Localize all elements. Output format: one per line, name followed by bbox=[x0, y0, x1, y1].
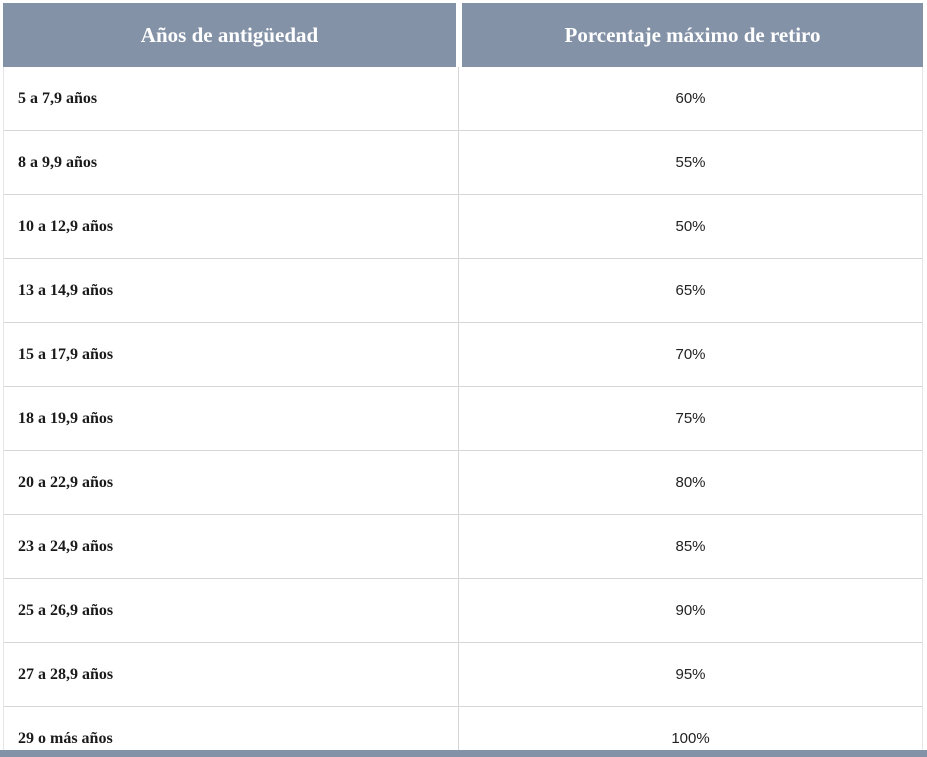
table-row: 8 a 9,9 años 55% bbox=[3, 131, 923, 195]
percentage-cell: 60% bbox=[459, 67, 923, 131]
years-cell: 29 o más años bbox=[3, 707, 459, 757]
table-row: 13 a 14,9 años 65% bbox=[3, 259, 923, 323]
table-header-row: Años de antigüedad Porcentaje máximo de … bbox=[3, 3, 923, 67]
retirement-table-container: Años de antigüedad Porcentaje máximo de … bbox=[3, 3, 923, 757]
retirement-percentage-table: Años de antigüedad Porcentaje máximo de … bbox=[3, 3, 923, 757]
table-row: 23 a 24,9 años 85% bbox=[3, 515, 923, 579]
years-cell: 15 a 17,9 años bbox=[3, 323, 459, 387]
bottom-accent-bar bbox=[0, 750, 927, 757]
percentage-cell: 100% bbox=[459, 707, 923, 757]
table-row: 20 a 22,9 años 80% bbox=[3, 451, 923, 515]
percentage-cell: 80% bbox=[459, 451, 923, 515]
percentage-cell: 70% bbox=[459, 323, 923, 387]
years-cell: 8 a 9,9 años bbox=[3, 131, 459, 195]
percentage-cell: 90% bbox=[459, 579, 923, 643]
table-row: 10 a 12,9 años 50% bbox=[3, 195, 923, 259]
table-row: 15 a 17,9 años 70% bbox=[3, 323, 923, 387]
percentage-cell: 50% bbox=[459, 195, 923, 259]
years-cell: 27 a 28,9 años bbox=[3, 643, 459, 707]
header-years: Años de antigüedad bbox=[3, 3, 459, 67]
table-row: 27 a 28,9 años 95% bbox=[3, 643, 923, 707]
table-row: 29 o más años 100% bbox=[3, 707, 923, 757]
percentage-cell: 95% bbox=[459, 643, 923, 707]
table-row: 5 a 7,9 años 60% bbox=[3, 67, 923, 131]
percentage-cell: 85% bbox=[459, 515, 923, 579]
percentage-cell: 65% bbox=[459, 259, 923, 323]
table-row: 18 a 19,9 años 75% bbox=[3, 387, 923, 451]
years-cell: 18 a 19,9 años bbox=[3, 387, 459, 451]
years-cell: 20 a 22,9 años bbox=[3, 451, 459, 515]
table-row: 25 a 26,9 años 90% bbox=[3, 579, 923, 643]
years-cell: 23 a 24,9 años bbox=[3, 515, 459, 579]
years-cell: 5 a 7,9 años bbox=[3, 67, 459, 131]
percentage-cell: 55% bbox=[459, 131, 923, 195]
header-percentage: Porcentaje máximo de retiro bbox=[459, 3, 923, 67]
years-cell: 25 a 26,9 años bbox=[3, 579, 459, 643]
years-cell: 13 a 14,9 años bbox=[3, 259, 459, 323]
years-cell: 10 a 12,9 años bbox=[3, 195, 459, 259]
percentage-cell: 75% bbox=[459, 387, 923, 451]
